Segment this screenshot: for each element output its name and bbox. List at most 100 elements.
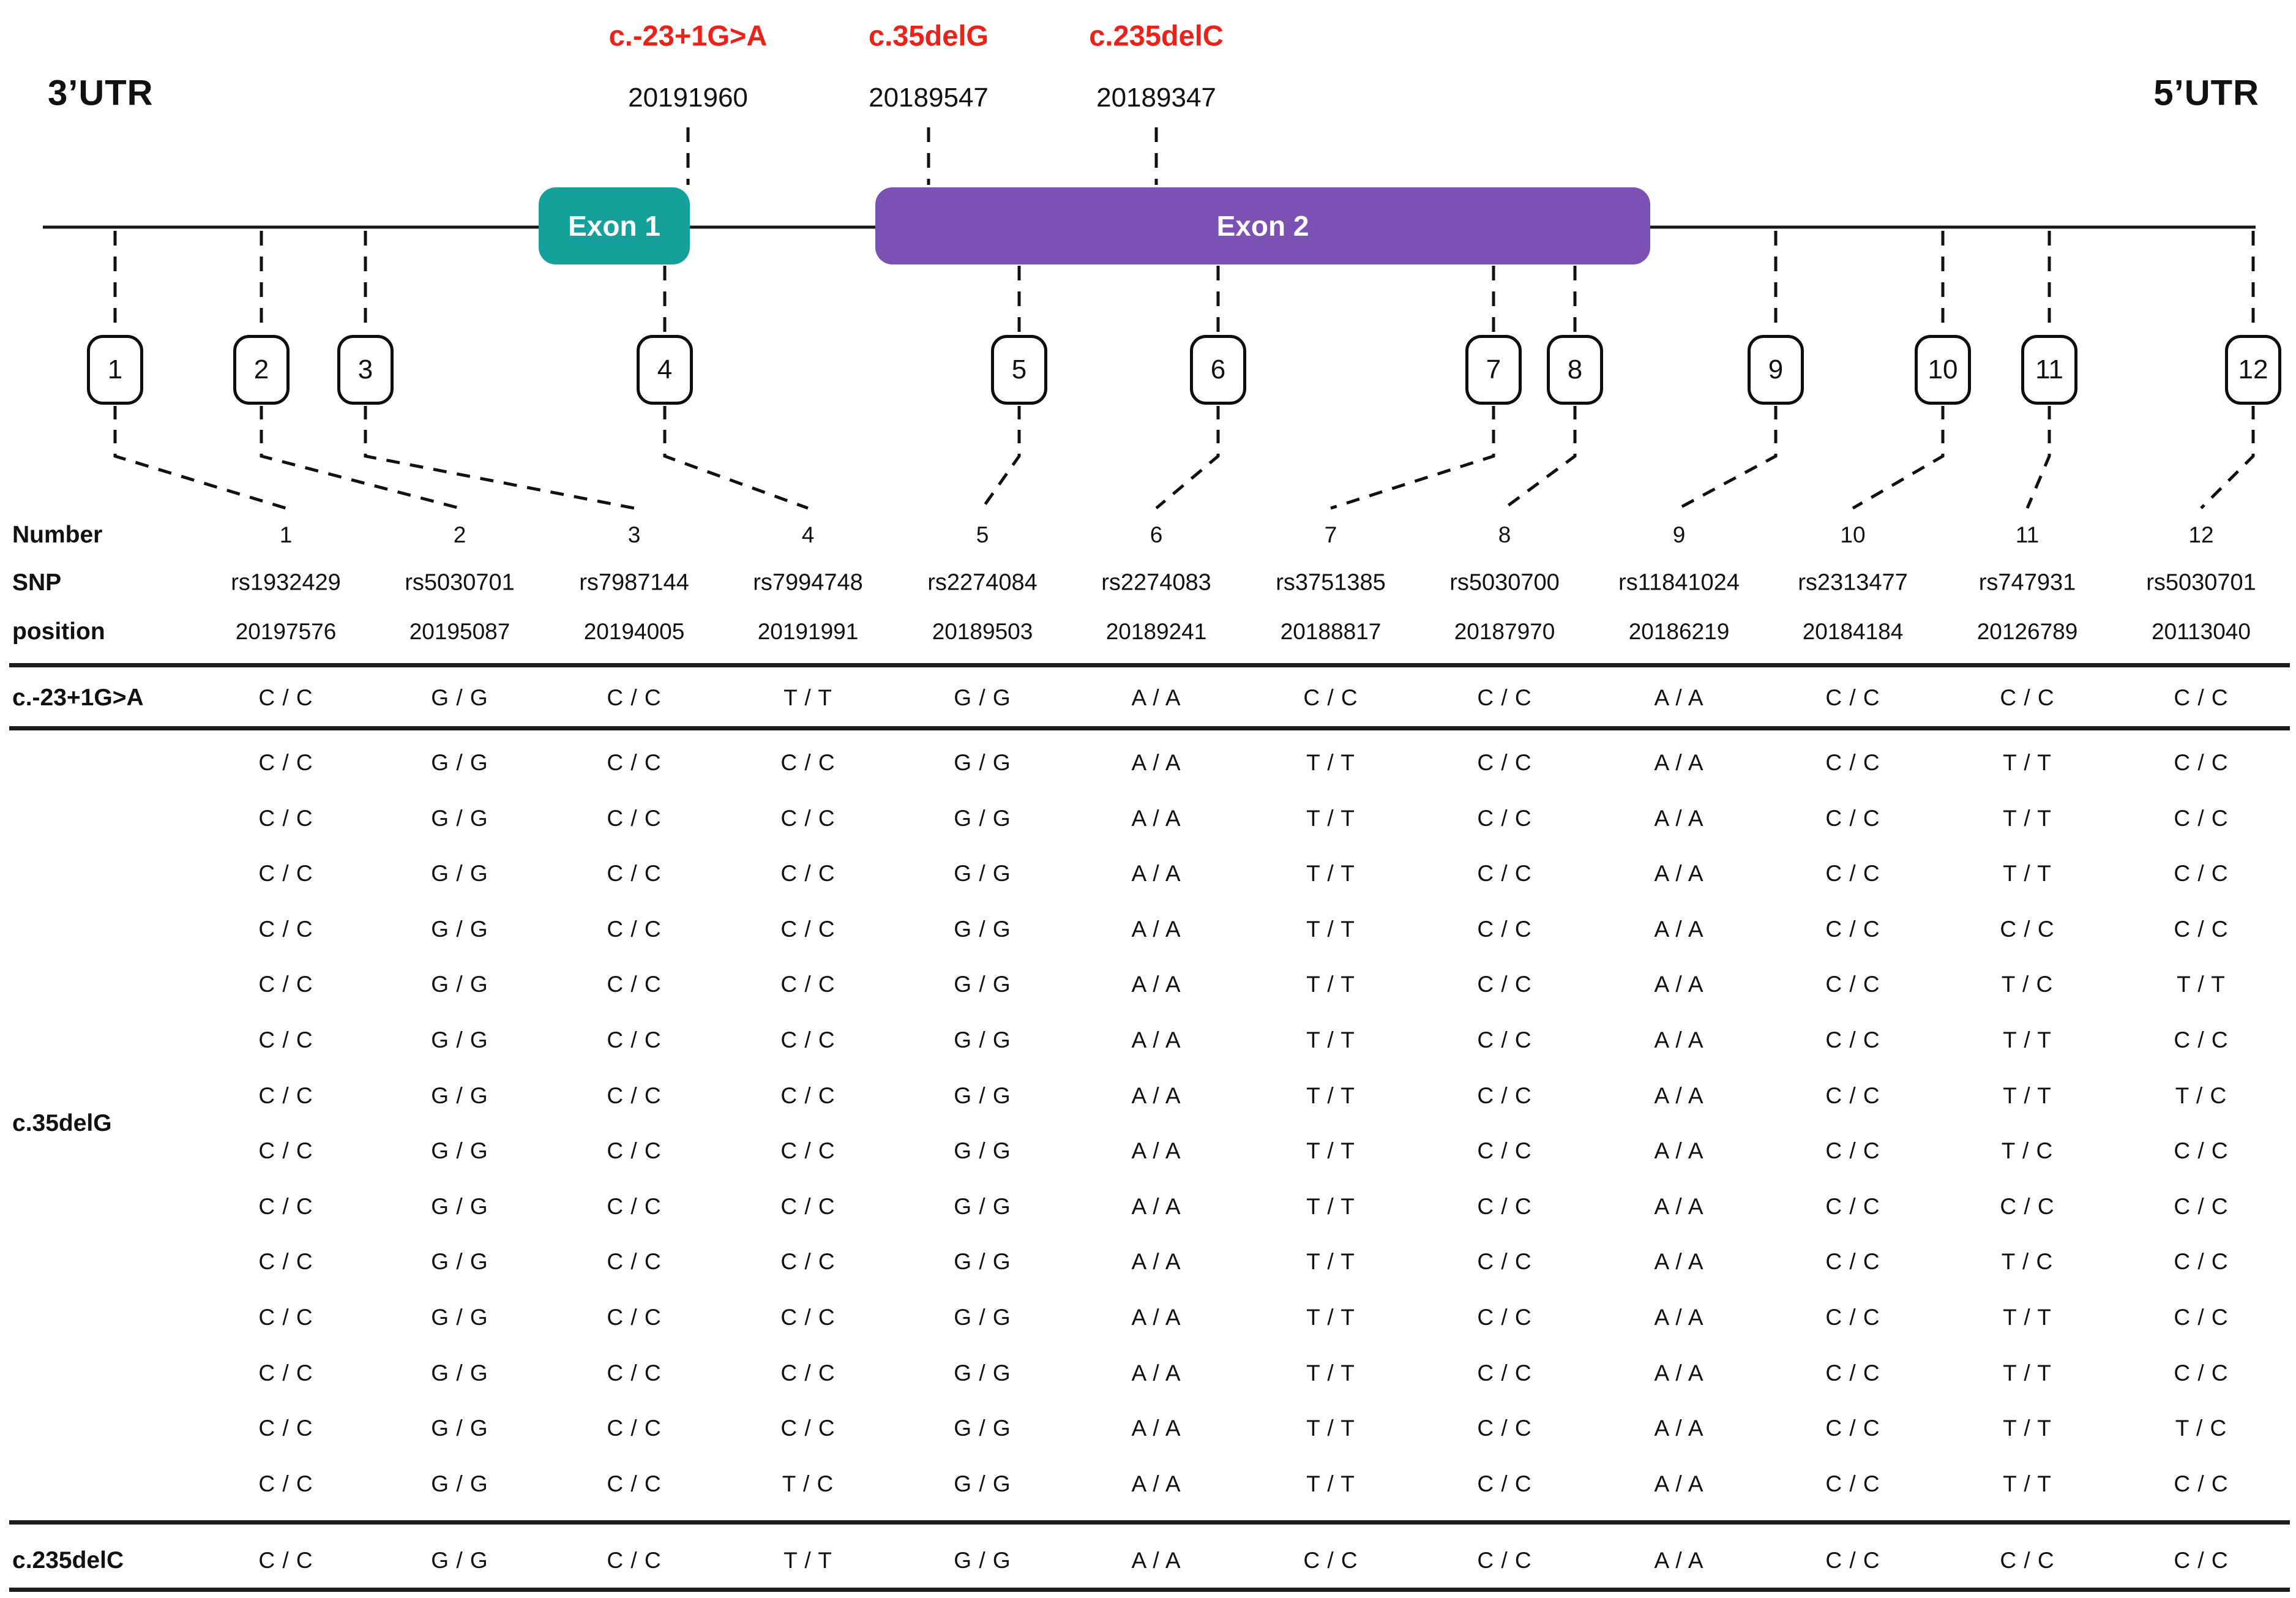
mutation-position-1: 20191960 [628, 83, 748, 113]
genotype-cell: C / C [607, 917, 662, 942]
marker-connector-dash-11 [2025, 406, 2051, 509]
col-number-9: 9 [1672, 522, 1686, 547]
genotype-cell: T / T [2003, 861, 2052, 886]
genotype-cell: G / G [954, 1083, 1011, 1108]
marker-box-4: 4 [637, 335, 693, 405]
genotype-cell: A / A [1131, 685, 1181, 710]
genotype-cell: C / C [1825, 1548, 1880, 1573]
genotype-cell: C / C [780, 1138, 836, 1163]
genotype-cell: C / C [1477, 1194, 1532, 1219]
genotype-cell: C / C [2000, 917, 2055, 942]
utr-5-label: 5’UTR [2153, 73, 2259, 113]
genotype-cell: C / C [258, 1027, 313, 1052]
genotype-cell: A / A [1654, 861, 1704, 886]
col-position-6: 20189241 [1105, 619, 1207, 644]
genotype-cell: G / G [954, 1249, 1011, 1274]
genotype-cell: T / C [782, 1471, 834, 1496]
genotype-cell: G / G [431, 972, 488, 997]
col-number-6: 6 [1150, 522, 1163, 547]
genotype-cell: C / C [1303, 1548, 1358, 1573]
genotype-cell: C / C [780, 1416, 836, 1441]
genotype-cell: C / C [1825, 1305, 1880, 1330]
genotype-cell: A / A [1131, 1249, 1181, 1274]
genotype-cell: C / C [258, 1548, 313, 1573]
genotype-cell: A / A [1131, 1416, 1181, 1441]
genotype-cell: C / C [780, 1027, 836, 1052]
genotype-cell: T / C [2001, 1138, 2054, 1163]
genotype-cell: C / C [1825, 1416, 1880, 1441]
genotype-cell: T / T [2003, 1027, 2052, 1052]
genotype-cell: A / A [1654, 806, 1704, 831]
genotype-cell: A / A [1131, 806, 1181, 831]
genotype-cell: G / G [954, 806, 1011, 831]
genotype-cell: C / C [1477, 1471, 1532, 1496]
genotype-cell: T / T [2003, 1471, 2052, 1496]
genotype-cell: G / G [954, 1194, 1011, 1219]
group-label-c.235delC: c.235delC [12, 1547, 124, 1574]
col-number-12: 12 [2188, 522, 2214, 547]
genotype-cell: C / C [1477, 1416, 1532, 1441]
genotype-cell: C / C [258, 972, 313, 997]
col-position-7: 20188817 [1280, 619, 1382, 644]
genotype-cell: A / A [1654, 917, 1704, 942]
genotype-cell: C / C [1477, 1249, 1532, 1274]
genotype-cell: T / T [1306, 1416, 1355, 1441]
col-snp-5: rs2274084 [927, 569, 1038, 596]
utr-3-label: 3’UTR [48, 73, 154, 113]
col-number-1: 1 [279, 522, 293, 547]
genotype-cell: C / C [607, 1083, 662, 1108]
col-snp-4: rs7994748 [753, 569, 863, 596]
genotype-cell: C / C [780, 1083, 836, 1108]
col-number-2: 2 [453, 522, 466, 547]
genotype-cell: A / A [1654, 685, 1704, 710]
group-label-c.-23+1G>A: c.-23+1G>A [12, 685, 144, 711]
genotype-cell: C / C [607, 1471, 662, 1496]
genotype-cell: C / C [780, 1305, 836, 1330]
genotype-cell: C / C [1825, 1471, 1880, 1496]
marker-box-8: 8 [1547, 335, 1603, 405]
genotype-cell: C / C [2000, 685, 2055, 710]
genotype-cell: C / C [2000, 1194, 2055, 1219]
marker-box-10: 10 [1915, 335, 1971, 405]
genotype-cell: A / A [1654, 1027, 1704, 1052]
genotype-cell: C / C [2174, 1305, 2229, 1330]
group-label-c.35delG: c.35delG [12, 1110, 112, 1136]
col-snp-2: rs5030701 [405, 569, 515, 596]
genotype-cell: C / C [1477, 806, 1532, 831]
marker-connector-dash-9 [1678, 406, 1778, 510]
genotype-cell: C / C [2174, 685, 2229, 710]
mutation-name-3: c.235delC [1089, 19, 1224, 52]
genotype-cell: T / T [2003, 1083, 2052, 1108]
genotype-cell: C / C [1477, 972, 1532, 997]
genotype-cell: A / A [1654, 1249, 1704, 1274]
marker-connector-dash-4 [663, 406, 809, 510]
genotype-cell: T / C [2001, 972, 2054, 997]
genotype-cell: C / C [1477, 1548, 1532, 1573]
genotype-cell: C / C [1825, 806, 1880, 831]
genotype-cell: C / C [780, 861, 836, 886]
genotype-cell: G / G [431, 685, 488, 710]
col-snp-1: rs1932429 [231, 569, 341, 596]
genotype-cell: G / G [431, 1305, 488, 1330]
genotype-cell: G / G [431, 1194, 488, 1219]
marker-box-12: 12 [2225, 335, 2281, 405]
genotype-cell: T / C [2001, 1249, 2054, 1274]
genotype-cell: C / C [1825, 1027, 1880, 1052]
genotype-cell: A / A [1131, 917, 1181, 942]
genotype-cell: A / A [1131, 1083, 1181, 1108]
genotype-cell: C / C [607, 1138, 662, 1163]
col-position-12: 20113040 [2152, 619, 2251, 644]
genotype-cell: T / T [1306, 1194, 1355, 1219]
genotype-cell: C / C [607, 1305, 662, 1330]
genotype-cell: T / T [1306, 917, 1355, 942]
genotype-cell: G / G [431, 917, 488, 942]
genotype-cell: C / C [2174, 917, 2229, 942]
genotype-cell: G / G [954, 750, 1011, 775]
col-snp-8: rs5030700 [1449, 569, 1560, 596]
row-header-snp: SNP [12, 569, 62, 596]
exon-label-2: Exon 2 [1216, 210, 1309, 242]
row-header-number: Number [12, 522, 103, 548]
exon-box-2: Exon 2 [875, 187, 1650, 264]
genotype-cell: G / G [954, 1471, 1011, 1496]
